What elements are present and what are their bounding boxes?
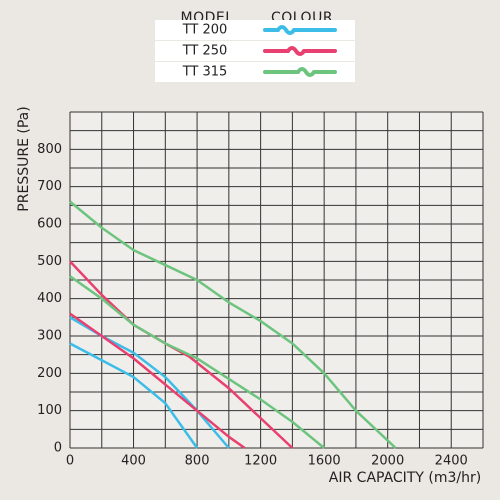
y-axis-label: PRESSURE (Pa) (16, 106, 32, 211)
y-tick-label: 500 (37, 254, 62, 269)
legend-swatch (263, 46, 337, 56)
legend-row (155, 20, 355, 40)
x-tick-label: 0 (66, 454, 74, 469)
x-tick-label: 2400 (435, 454, 468, 469)
legend-swatch (263, 25, 337, 35)
x-tick-label: 1200 (244, 454, 277, 469)
x-tick-label: 2000 (371, 454, 404, 469)
legend-label: TT 315 (182, 65, 228, 80)
curve (69, 342, 199, 449)
y-tick-label: 0 (54, 441, 62, 456)
y-tick-label: 300 (37, 329, 62, 344)
legend-swatch (263, 67, 337, 77)
y-tick-label: 600 (37, 217, 62, 232)
x-tick-label: 1600 (308, 454, 341, 469)
x-axis-label: AIR CAPACITY (m3/hr) (329, 470, 481, 486)
y-tick-label: 800 (37, 142, 62, 157)
legend-row (155, 62, 355, 82)
curve (69, 200, 397, 449)
x-tick-label: 800 (185, 454, 210, 469)
curve (69, 312, 246, 450)
x-tick-label: 400 (121, 454, 146, 469)
y-tick-label: 200 (37, 366, 62, 381)
legend-row (155, 41, 355, 61)
legend-label: TT 250 (182, 44, 228, 59)
legend-label: TT 200 (182, 23, 228, 38)
curve (69, 275, 325, 449)
y-tick-label: 400 (37, 291, 62, 306)
y-tick-label: 100 (37, 403, 62, 418)
y-tick-label: 700 (37, 179, 62, 194)
